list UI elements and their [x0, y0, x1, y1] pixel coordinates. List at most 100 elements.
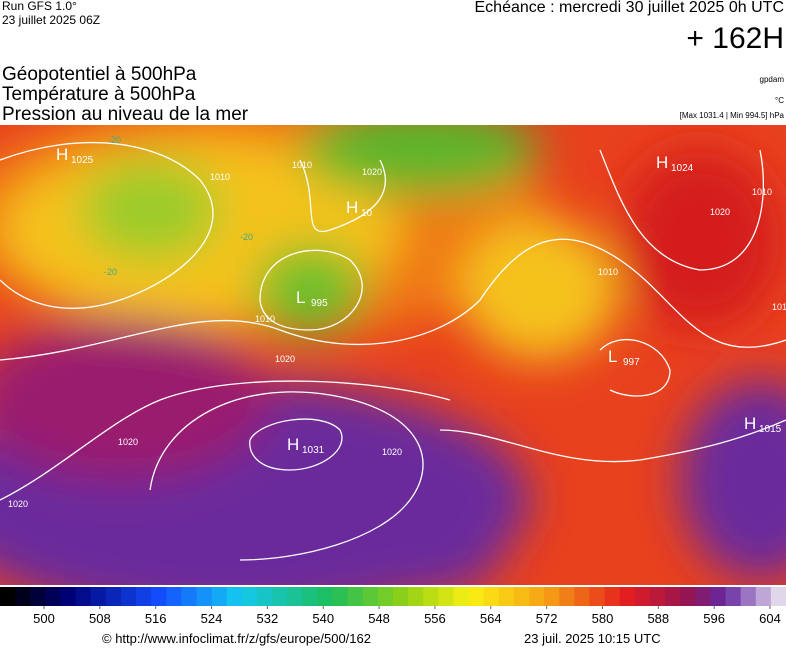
colorbar-tick-label: 572: [536, 611, 558, 626]
colorbar-swatch: [680, 587, 696, 606]
colorbar-swatch: [498, 587, 515, 606]
pressure-value: 10: [361, 208, 373, 219]
header: Run GFS 1.0° 23 juillet 2025 06Z Echéanc…: [2, 0, 785, 125]
colorbar-tick-label: 524: [201, 611, 223, 626]
colorbar-swatch: [529, 587, 545, 606]
run-label: Run GFS 1.0°: [2, 0, 77, 13]
colorbar-tick-label: 508: [89, 611, 111, 626]
colorbar-tick-label: 564: [480, 611, 502, 626]
pressure-value: 995: [311, 298, 328, 309]
map-labels: 1020 1010 1020 1010 1020 1020 1020 1010 …: [8, 135, 786, 509]
unit-label: [Max 1031.4 | Min 994.5] hPa: [680, 111, 785, 120]
colorbar-swatch: [438, 587, 454, 606]
colorbar-swatch: [211, 587, 228, 606]
colorbar-swatch: [513, 587, 530, 606]
colorbar-tick-label: 596: [703, 611, 725, 626]
generated-time: 23 juil. 2025 10:15 UTC: [524, 631, 661, 646]
title-line: Pression au niveau de la mer: [2, 104, 249, 125]
colorbar-tick-label: 588: [647, 611, 669, 626]
colorbar-tick-label: 516: [145, 611, 167, 626]
colorbar-swatch: [15, 587, 31, 606]
forecast-time: Echéance : mercredi 30 juillet 2025 0h U…: [475, 0, 785, 16]
colorbar-swatch: [120, 587, 137, 606]
colorbar-swatch: [725, 587, 742, 606]
colorbar-tick-label: 604: [759, 611, 781, 626]
unit-label: °C: [775, 96, 784, 105]
colorbar-swatch: [302, 587, 318, 606]
colorbar-swatch: [483, 587, 500, 606]
colorbar-swatch: [256, 587, 273, 606]
colorbar-swatch: [166, 587, 182, 606]
map: [0, 125, 786, 585]
colorbar-swatch: [196, 587, 213, 606]
isobar-label: 1010: [255, 314, 275, 324]
colorbar-swatch: [544, 587, 560, 606]
colorbar-swatch: [468, 587, 485, 606]
colorbar-swatch: [755, 587, 772, 606]
pressure-center: H: [287, 435, 299, 454]
colorbar-swatch: [90, 587, 107, 606]
pressure-center: H: [656, 153, 668, 172]
colorbar-swatch: [665, 587, 681, 606]
isobar-label: 1010: [752, 187, 772, 197]
colorbar-swatch: [393, 587, 409, 606]
colorbar-swatch: [740, 587, 757, 606]
temperature-label: -20: [104, 267, 117, 277]
pressure-center: L: [296, 288, 305, 307]
colorbar-swatch: [30, 587, 46, 606]
pressure-value: 1024: [671, 163, 694, 174]
colorbar-swatch: [105, 587, 122, 606]
colorbar-swatch: [151, 587, 167, 606]
colorbar-swatch: [181, 587, 197, 606]
pressure-center: L: [608, 347, 617, 366]
colorbar-swatch: [60, 587, 77, 606]
colorbar-swatch: [241, 587, 258, 606]
colorbar-swatch: [559, 587, 575, 606]
colorbar-tick-label: 580: [592, 611, 614, 626]
colorbar-swatch: [362, 587, 379, 606]
colorbar-swatch: [649, 587, 666, 606]
unit-label: gpdam: [760, 75, 785, 84]
isobar-label: 1020: [275, 354, 295, 364]
title-line: Température à 500hPa: [2, 84, 196, 105]
colorbar: 500 508 516 524 532 540 548 556 564 572 580 588 596 6…: [0, 587, 786, 626]
isobar-label: 1010: [292, 160, 312, 170]
colorbar-swatch: [589, 587, 606, 606]
colorbar-swatch: [408, 587, 424, 606]
colorbar-swatch: [604, 587, 621, 606]
pressure-center: H: [346, 198, 358, 217]
colorbar-tick-label: 548: [368, 611, 390, 626]
title-line: Géopotentiel à 500hPa: [2, 64, 197, 85]
colorbar-swatch: [574, 587, 590, 606]
colorbar-swatch: [317, 587, 334, 606]
colorbar-swatch: [377, 587, 394, 606]
colorbar-swatch: [453, 587, 470, 606]
colorbar-swatch: [45, 587, 61, 606]
lead-time: + 162H: [686, 22, 784, 55]
isobar-label: 1020: [710, 207, 730, 217]
colorbar-tick-label: 556: [424, 611, 446, 626]
isobar-label: 1010: [598, 267, 618, 277]
pressure-value: 1025: [71, 155, 94, 166]
isobar-label: 1020: [118, 437, 138, 447]
colorbar-tick-label: 532: [257, 611, 279, 626]
colorbar-swatch: [695, 587, 711, 606]
isobar-label: 1020: [362, 167, 382, 177]
colorbar-swatch: [710, 587, 727, 606]
colorbar-swatch: [347, 587, 364, 606]
colorbar-swatch: [0, 587, 16, 606]
colorbar-swatch: [423, 587, 439, 606]
colorbar-swatch: [272, 587, 288, 606]
pressure-value: 1015: [759, 424, 782, 435]
pressure-center: H: [744, 414, 756, 433]
pressure-center: H: [56, 145, 68, 164]
pressure-value: 1031: [302, 445, 325, 456]
colorbar-swatch: [75, 587, 92, 606]
temperature-label: -20: [240, 232, 253, 242]
isobar-label: 1020: [8, 499, 28, 509]
isobar-label: 1020: [382, 447, 402, 457]
isobar-label: 1010: [772, 302, 786, 312]
colorbar-swatch: [634, 587, 651, 606]
colorbar-swatch: [770, 587, 786, 606]
colorbar-swatch: [136, 587, 152, 606]
